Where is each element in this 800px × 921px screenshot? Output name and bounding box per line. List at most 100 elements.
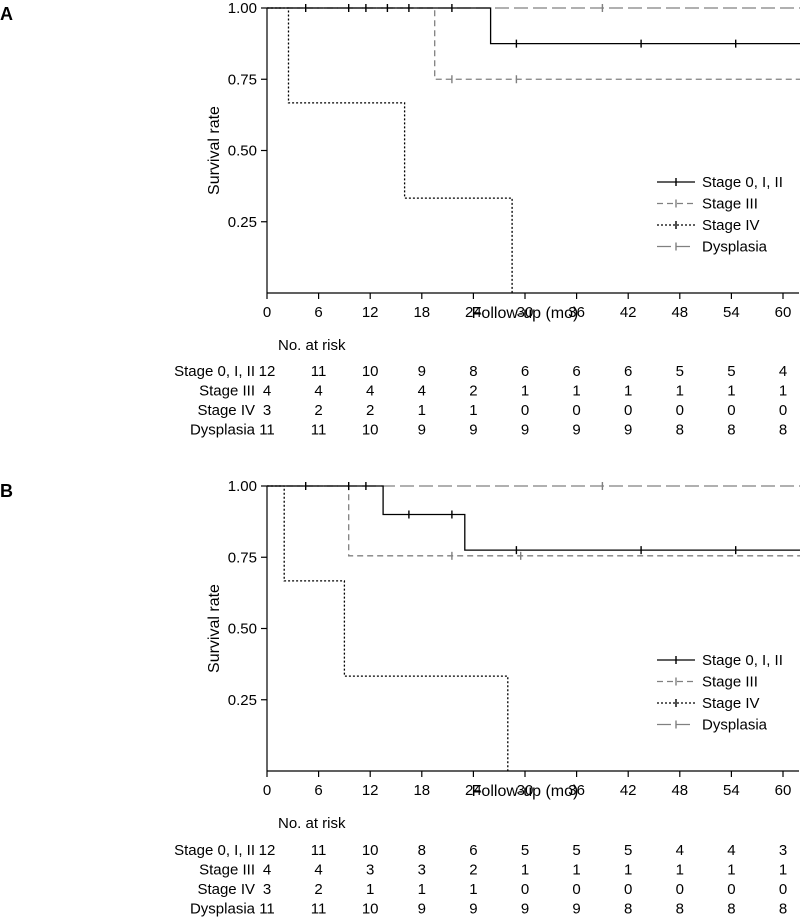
risk-table-title: No. at risk xyxy=(278,815,346,832)
risk-table-title: No. at risk xyxy=(278,337,346,354)
risk-value: 4 xyxy=(779,363,787,380)
risk-value: 9 xyxy=(469,422,477,439)
x-tick-label: 24 xyxy=(465,304,482,321)
risk-value: 1 xyxy=(366,881,374,898)
risk-value: 1 xyxy=(469,402,477,419)
legend-label: Stage 0, I, II xyxy=(702,652,783,669)
legend-label: Stage III xyxy=(702,196,758,213)
series-line-stage-0-i-ii xyxy=(267,7,800,45)
risk-value: 0 xyxy=(624,881,632,898)
x-tick-label: 0 xyxy=(263,782,271,799)
risk-value: 9 xyxy=(624,422,632,439)
risk-value: 4 xyxy=(263,862,271,879)
panel-b: B 1.000.750.500.250 6 12 18 24 30 36 42 48 54 60Fol… xyxy=(0,478,800,918)
risk-value: 1 xyxy=(676,383,684,400)
risk-value: 0 xyxy=(521,402,529,419)
risk-value: 6 xyxy=(572,363,580,380)
risk-value: 11 xyxy=(311,422,327,439)
y-tick-label: 1.00 xyxy=(228,0,257,17)
x-axis-title: Follow-up (mo) xyxy=(472,305,579,322)
y-tick-label: 0.50 xyxy=(228,143,257,160)
risk-value: 11 xyxy=(259,901,275,918)
x-tick-label: 48 xyxy=(671,782,688,799)
risk-value: 0 xyxy=(779,402,787,419)
x-tick-label: 42 xyxy=(620,782,637,799)
risk-value: 9 xyxy=(418,363,426,380)
risk-value: 3 xyxy=(263,881,271,898)
risk-value: 1 xyxy=(727,383,735,400)
x-tick-label: 60 xyxy=(775,304,792,321)
risk-value: 8 xyxy=(727,422,735,439)
risk-value: 2 xyxy=(314,881,322,898)
risk-value: 10 xyxy=(362,422,379,439)
risk-value: 6 xyxy=(624,363,632,380)
risk-value: 3 xyxy=(263,402,271,419)
legend-label: Stage 0, I, II xyxy=(702,174,783,191)
risk-value: 8 xyxy=(676,901,684,918)
risk-value: 1 xyxy=(779,383,787,400)
risk-value: 3 xyxy=(366,862,374,879)
risk-value: 5 xyxy=(727,363,735,380)
risk-value: 11 xyxy=(259,422,275,439)
risk-value: 5 xyxy=(572,842,580,859)
panel-label: A xyxy=(0,4,13,24)
x-tick-label: 30 xyxy=(517,304,534,321)
risk-value: 1 xyxy=(572,862,580,879)
risk-value: 4 xyxy=(418,383,426,400)
risk-value: 0 xyxy=(727,402,735,419)
series-line-stage-iv xyxy=(267,485,509,771)
risk-value: 8 xyxy=(624,901,632,918)
risk-value: 0 xyxy=(572,402,580,419)
risk-row-label: Dysplasia xyxy=(190,901,256,918)
x-tick-label: 0 xyxy=(263,304,271,321)
risk-value: 1 xyxy=(418,881,426,898)
risk-row-label: Stage IV xyxy=(197,881,255,898)
x-tick-label: 6 xyxy=(314,782,322,799)
risk-value: 1 xyxy=(727,862,735,879)
risk-value: 10 xyxy=(362,363,379,380)
series-line-stage-iv xyxy=(267,7,513,293)
risk-row-label: Stage III xyxy=(199,862,255,879)
x-tick-label: 24 xyxy=(465,782,482,799)
risk-value: 9 xyxy=(572,901,580,918)
risk-value: 2 xyxy=(314,402,322,419)
risk-value: 0 xyxy=(624,402,632,419)
risk-value: 9 xyxy=(418,422,426,439)
risk-row-label: Stage IV xyxy=(197,402,255,419)
risk-value: 11 xyxy=(311,842,327,859)
risk-value: 0 xyxy=(521,881,529,898)
x-tick-label: 48 xyxy=(671,304,688,321)
risk-value: 8 xyxy=(779,901,787,918)
risk-value: 0 xyxy=(727,881,735,898)
risk-value: 9 xyxy=(469,901,477,918)
risk-row-label: Stage 0, I, II xyxy=(174,842,255,859)
risk-value: 4 xyxy=(727,842,735,859)
x-tick-label: 18 xyxy=(413,304,430,321)
panel-label: B xyxy=(0,481,13,501)
y-tick-label: 0.75 xyxy=(228,549,257,566)
x-tick-label: 36 xyxy=(568,304,585,321)
legend-label: Stage IV xyxy=(702,217,760,234)
y-axis-title: Survival rate xyxy=(206,106,223,195)
x-tick-label: 42 xyxy=(620,304,637,321)
risk-value: 5 xyxy=(624,842,632,859)
risk-value: 0 xyxy=(676,881,684,898)
risk-row-label: Stage 0, I, II xyxy=(174,363,255,380)
risk-value: 1 xyxy=(572,383,580,400)
risk-value: 10 xyxy=(362,842,379,859)
risk-row-label: Dysplasia xyxy=(190,422,256,439)
x-axis-title: Follow-up (mo) xyxy=(472,783,579,800)
risk-value: 1 xyxy=(521,862,529,879)
y-tick-label: 0.50 xyxy=(228,621,257,638)
x-tick-label: 18 xyxy=(413,782,430,799)
panel-a: A 1.000.750.500.250 6 12 18 24 30 36 42 48 54 60Fol… xyxy=(0,0,800,439)
risk-value: 1 xyxy=(418,402,426,419)
risk-value: 1 xyxy=(779,862,787,879)
risk-value: 12 xyxy=(259,363,276,380)
risk-value: 4 xyxy=(676,842,684,859)
risk-value: 12 xyxy=(259,842,276,859)
risk-value: 8 xyxy=(779,422,787,439)
x-tick-label: 30 xyxy=(517,782,534,799)
risk-value: 2 xyxy=(469,383,477,400)
